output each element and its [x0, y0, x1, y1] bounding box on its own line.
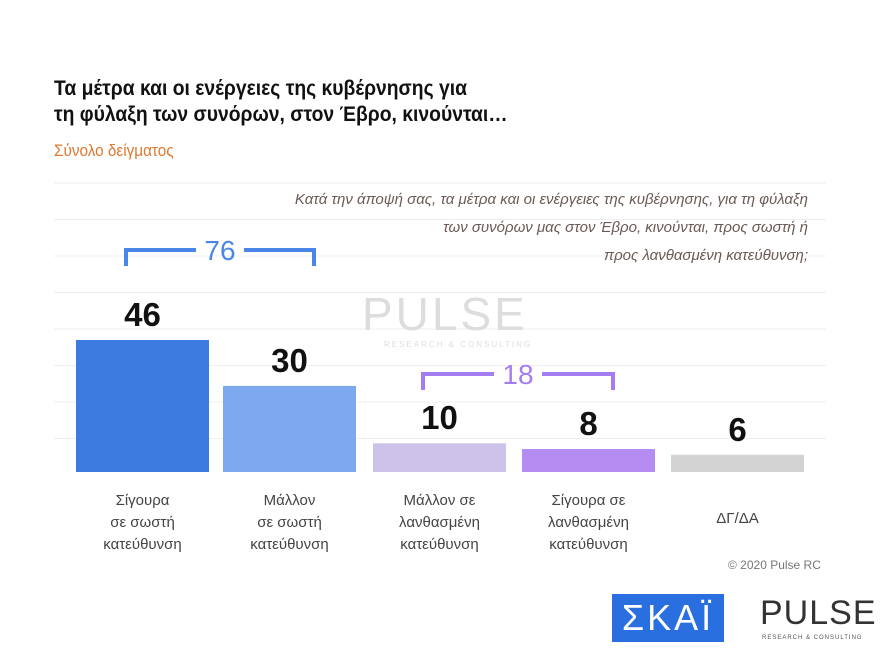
- category-label: Μάλλον σε σωστή κατεύθυνση: [250, 492, 329, 553]
- data-label: 6: [728, 410, 747, 448]
- bar: [522, 449, 655, 472]
- group-bracket: [421, 372, 615, 390]
- data-label: 46: [124, 295, 161, 333]
- copyright: © 2020 Pulse RC: [728, 558, 821, 572]
- bar: [671, 454, 804, 472]
- chart-subtitle: Σύνολο δείγματος: [54, 141, 174, 160]
- group-total-label: 18: [502, 359, 533, 390]
- data-label: 8: [579, 405, 598, 443]
- bar: [223, 385, 356, 472]
- question-text: Κατά την άποψή σας, τα μέτρα και οι ενέρ…: [168, 186, 808, 270]
- data-label: 10: [421, 399, 458, 437]
- data-label: 30: [271, 341, 308, 379]
- category-label: Μάλλον σε λανθασμένη κατεύθυνση: [399, 492, 480, 553]
- question-line: προς λανθασμένη κατεύθυνση;: [604, 247, 808, 264]
- pulse-logo-sub: RESEARCH & CONSULTING: [762, 635, 863, 641]
- category-label: Σίγουρα σε λανθασμένη κατεύθυνση: [548, 492, 629, 553]
- watermark-sub: RESEARCH & CONSULTING: [384, 340, 533, 349]
- category-label: ΔΓ/ΔΑ: [716, 510, 759, 527]
- watermark: PULSE: [362, 288, 528, 340]
- skai-logo: ΣΚΑΪ: [612, 594, 724, 642]
- bar: [373, 443, 506, 472]
- question-line: Κατά την άποψή σας, τα μέτρα και οι ενέρ…: [294, 191, 808, 208]
- pulse-logo: PULSE: [760, 594, 877, 632]
- category-label: Σίγουρα σε σωστή κατεύθυνση: [103, 492, 182, 553]
- bar: [76, 339, 209, 472]
- chart-title: Τα μέτρα και οι ενέργειες της κυβέρνησης…: [54, 77, 508, 126]
- group-bracket: [124, 248, 316, 266]
- group-total-label: 76: [204, 235, 235, 266]
- question-line: των συνόρων μας στον Έβρο, κινούνται, πρ…: [443, 219, 808, 236]
